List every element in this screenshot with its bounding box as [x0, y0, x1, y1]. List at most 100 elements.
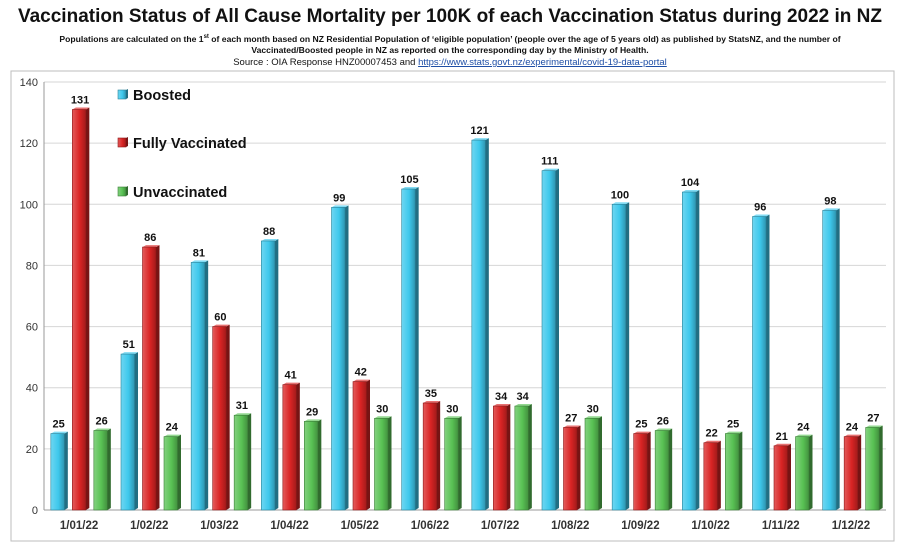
bar-boosted: [682, 191, 697, 511]
bar-side-boosted: [204, 260, 209, 510]
bar-side-unvaccinated: [388, 416, 392, 510]
bar-top-fully-vaccinated: [282, 382, 300, 385]
bar-boosted: [50, 433, 65, 511]
bar-unvaccinated: [374, 417, 389, 511]
bar-side-unvaccinated: [598, 416, 602, 510]
bar-unvaccinated: [163, 436, 178, 511]
subtitle-line-1-post: of each month based on NZ Residential Po…: [208, 33, 841, 44]
bar-side-boosted: [64, 431, 68, 510]
bar-top-fully-vaccinated: [423, 401, 441, 403]
data-label: 27: [565, 412, 577, 424]
bar-top-fully-vaccinated: [353, 379, 370, 382]
legend-swatch-boosted: [117, 89, 127, 100]
bar-side-fully-vaccinated: [787, 443, 791, 510]
bar-fully-vaccinated: [142, 246, 157, 511]
subtitle-line-1-pre: Populations are calculated on the 1: [59, 33, 204, 44]
bar-boosted: [120, 353, 135, 511]
bar-side-unvaccinated: [458, 416, 462, 510]
bar-side-unvaccinated: [738, 431, 743, 510]
bar-fully-vaccinated: [212, 326, 227, 511]
data-label: 131: [71, 95, 89, 107]
bar-top-unvaccinated: [725, 431, 743, 434]
data-label: 86: [144, 232, 156, 244]
bar-side-boosted: [274, 238, 279, 510]
bar-top-unvaccinated: [655, 428, 673, 431]
data-label: 34: [516, 391, 529, 403]
bar-boosted: [190, 262, 205, 511]
data-label: 34: [495, 391, 508, 403]
source-link[interactable]: https://www.stats.govt.nz/experimental/c…: [418, 57, 667, 68]
data-label: 41: [284, 370, 296, 382]
x-tick-label: 1/10/22: [691, 520, 729, 532]
legend-label-fully-vaccinated: Fully Vaccinated: [133, 136, 247, 152]
bar-fully-vaccinated: [563, 427, 578, 511]
data-label: 99: [333, 192, 345, 204]
bar-side-boosted: [766, 214, 770, 510]
data-label: 88: [263, 226, 275, 238]
bar-side-boosted: [345, 205, 349, 511]
subtitle-line-2: Vaccinated/Boosted people in NZ as repor…: [251, 45, 649, 55]
bar-unvaccinated: [444, 417, 459, 511]
bar-top-boosted: [121, 352, 138, 355]
x-tick-label: 1/06/22: [411, 520, 449, 532]
bar-fully-vaccinated: [633, 433, 648, 511]
bar-side-boosted: [134, 352, 138, 510]
y-tick-label: 120: [20, 138, 38, 150]
y-tick-label: 20: [26, 444, 38, 456]
x-tick-label: 1/05/22: [341, 520, 379, 532]
bar-top-fully-vaccinated: [844, 434, 862, 437]
data-label: 30: [587, 403, 599, 415]
legend-swatch-side-boosted: [126, 89, 128, 99]
bar-boosted: [541, 170, 556, 511]
bar-top-boosted: [261, 238, 279, 241]
bar-fully-vaccinated: [773, 445, 788, 511]
y-tick-label: 100: [20, 199, 38, 211]
bar-fully-vaccinated: [72, 109, 87, 511]
subtitle-line-1-sup: st: [203, 34, 209, 40]
bar-fully-vaccinated: [352, 381, 367, 511]
data-label: 27: [867, 412, 879, 424]
x-tick-label: 1/12/22: [832, 520, 870, 532]
bar-top-unvaccinated: [585, 416, 602, 419]
data-label: 25: [635, 419, 647, 431]
bar-top-unvaccinated: [795, 434, 813, 437]
bar-side-fully-vaccinated: [296, 382, 300, 510]
bar-boosted: [471, 139, 486, 511]
bar-top-fully-vaccinated: [212, 324, 230, 327]
bar-unvaccinated: [93, 430, 108, 511]
bar-side-unvaccinated: [247, 413, 252, 510]
bar-top-boosted: [401, 187, 419, 189]
bar-unvaccinated: [584, 417, 599, 511]
bar-unvaccinated: [514, 405, 529, 511]
source-line: Source : OIA Response HNZ00007453 and ht…: [0, 57, 900, 68]
bar-top-fully-vaccinated: [633, 431, 651, 434]
bar-top-fully-vaccinated: [774, 443, 791, 446]
bar-unvaccinated: [865, 427, 880, 511]
bar-side-unvaccinated: [879, 425, 883, 510]
bar-side-fully-vaccinated: [857, 434, 862, 510]
bar-unvaccinated: [233, 414, 248, 511]
bar-side-boosted: [695, 190, 700, 511]
data-label: 30: [376, 403, 388, 415]
bar-top-boosted: [50, 431, 68, 434]
bar-unvaccinated: [725, 433, 740, 511]
bar-boosted: [261, 240, 276, 511]
x-tick-label: 1/02/22: [130, 520, 168, 532]
bar-top-boosted: [752, 214, 770, 217]
bar-top-boosted: [331, 205, 349, 208]
bar-top-fully-vaccinated: [493, 404, 511, 407]
y-tick-label: 40: [26, 383, 38, 395]
data-label: 22: [705, 428, 717, 440]
data-label: 24: [166, 422, 179, 434]
bar-top-fully-vaccinated: [72, 107, 90, 110]
bar-side-boosted: [625, 202, 630, 511]
bar-top-unvaccinated: [865, 425, 883, 428]
bar-side-unvaccinated: [528, 404, 532, 510]
bar-side-fully-vaccinated: [366, 379, 370, 510]
data-label: 111: [541, 156, 558, 168]
bar-side-unvaccinated: [809, 434, 813, 510]
bar-side-fully-vaccinated: [156, 245, 160, 511]
y-tick-label: 60: [26, 322, 38, 334]
legend-swatch-side-fully-vaccinated: [126, 137, 128, 147]
